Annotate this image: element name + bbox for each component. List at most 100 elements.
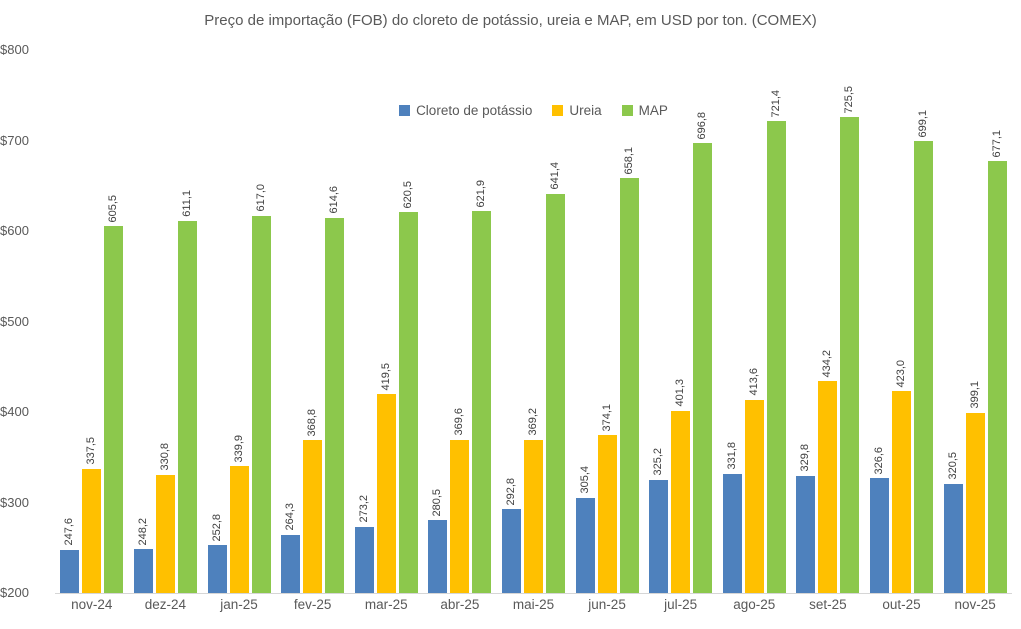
bar-value-label: 368,8 bbox=[306, 408, 319, 437]
bar-value-label: 614,6 bbox=[328, 186, 341, 214]
bar-cloreto-de-potássio-set-25 bbox=[796, 475, 816, 593]
bar-cell: 399,1 bbox=[965, 381, 985, 593]
bar-cell: 423,0 bbox=[892, 360, 911, 593]
bar-value-label: 423,0 bbox=[895, 359, 907, 388]
bar-cell: 620,5 bbox=[398, 181, 418, 593]
bar-ureia-jan-25 bbox=[229, 466, 249, 593]
bar-group-jun-25: 305,4 374,1 658,1 bbox=[570, 50, 644, 593]
bar-value-label: 326,6 bbox=[873, 446, 885, 475]
x-axis-label-ago-25: ago-25 bbox=[733, 597, 776, 612]
bar-map-fev-25 bbox=[325, 217, 345, 593]
bar-cell: 725,5 bbox=[840, 85, 860, 593]
x-axis-label-abr-25: abr-25 bbox=[440, 597, 480, 612]
bar-map-nov-25 bbox=[987, 161, 1007, 593]
bar-ureia-jun-25 bbox=[597, 435, 617, 593]
bar-value-label: 401,3 bbox=[674, 379, 687, 407]
bar-map-set-25 bbox=[840, 117, 860, 593]
bar-cell: 605,5 bbox=[104, 195, 124, 593]
bar-cell: 369,2 bbox=[523, 408, 543, 593]
y-axis-tick-label: $500 bbox=[0, 313, 29, 329]
bar-ureia-out-25 bbox=[892, 391, 911, 593]
x-axis-label-jan-25: jan-25 bbox=[220, 597, 258, 612]
y-axis-tick-label: $200 bbox=[0, 585, 29, 600]
bar-cell: 374,1 bbox=[597, 403, 617, 593]
x-axis-label-set-25: set-25 bbox=[809, 597, 847, 612]
bar-group-mai-25: 292,8 369,2 641,4 bbox=[497, 50, 571, 593]
bar-value-label: 374,1 bbox=[600, 403, 613, 432]
bar-value-label: 305,4 bbox=[578, 466, 591, 494]
bar-cell: 325,2 bbox=[649, 448, 669, 593]
bar-value-label: 339,9 bbox=[232, 434, 245, 463]
bar-group-jan-25: 252,8 339,9 617,0 bbox=[202, 50, 276, 593]
bar-ureia-abr-25 bbox=[450, 439, 470, 593]
bar-cell: 677,1 bbox=[987, 129, 1007, 593]
bar-map-mar-25 bbox=[398, 212, 418, 593]
bar-ureia-nov-24 bbox=[82, 468, 102, 593]
bar-cloreto-de-potássio-jan-25 bbox=[207, 545, 227, 593]
bar-cell: 614,6 bbox=[325, 186, 345, 593]
y-axis-tick-label: $800 bbox=[0, 42, 29, 57]
bar-value-label: 337,5 bbox=[85, 437, 98, 465]
bar-value-label: 331,8 bbox=[725, 442, 738, 470]
x-axis-label-dez-24: dez-24 bbox=[144, 597, 187, 612]
bar-cell: 617,0 bbox=[251, 184, 271, 593]
x-axis-label-mai-25: mai-25 bbox=[512, 597, 555, 612]
bar-cell: 401,3 bbox=[671, 379, 691, 593]
bar-cloreto-de-potássio-ago-25 bbox=[722, 473, 742, 593]
bar-cell: 339,9 bbox=[229, 434, 249, 593]
x-axis-label-fev-25: fev-25 bbox=[293, 597, 332, 612]
bar-value-label: 434,2 bbox=[821, 349, 834, 378]
x-axis: nov-24 dez-24 jan-25 fev-25 mar-25 abr-25 mai-… bbox=[55, 597, 1012, 612]
bar-group-jul-25: 325,2 401,3 696,8 bbox=[644, 50, 718, 593]
bar-ureia-ago-25 bbox=[744, 399, 764, 593]
bar-cell: 280,5 bbox=[428, 489, 448, 593]
bar-value-label: 369,6 bbox=[453, 407, 466, 436]
bar-cell: 305,4 bbox=[575, 466, 595, 593]
bar-value-label: 330,8 bbox=[158, 443, 171, 471]
bar-map-jan-25 bbox=[251, 215, 271, 593]
bar-cell: 434,2 bbox=[818, 349, 838, 593]
bar-value-label: 325,2 bbox=[652, 448, 665, 476]
bar-value-label: 725,5 bbox=[843, 85, 856, 114]
bar-value-label: 721,4 bbox=[769, 89, 782, 118]
bar-value-label: 419,5 bbox=[379, 362, 392, 391]
bar-group-nov-25: 320,5 399,1 677,1 bbox=[938, 50, 1012, 593]
bar-value-label: 399,1 bbox=[968, 381, 981, 409]
bar-cell: 331,8 bbox=[722, 442, 742, 593]
bar-cell: 721,4 bbox=[766, 89, 786, 593]
x-axis-label-out-25: out-25 bbox=[882, 597, 921, 612]
bar-group-abr-25: 280,5 369,6 621,9 bbox=[423, 50, 497, 593]
bar-group-out-25: 326,6 423,0 699,1 bbox=[865, 50, 939, 593]
bar-cell: 413,6 bbox=[744, 368, 764, 593]
bar-group-set-25: 329,8 434,2 725,5 bbox=[791, 50, 865, 593]
bar-cloreto-de-potássio-mai-25 bbox=[501, 509, 521, 593]
bar-value-label: 252,8 bbox=[210, 513, 223, 542]
bar-value-label: 699,1 bbox=[917, 109, 929, 138]
bar-value-label: 641,4 bbox=[548, 162, 561, 190]
plot-area: 247,6 337,5 605,5 248,2 330,8 611,1 252,8 339,9… bbox=[55, 50, 1012, 594]
bar-cell: 273,2 bbox=[354, 495, 374, 593]
bar-value-label: 621,9 bbox=[475, 179, 488, 208]
bar-cell: 292,8 bbox=[501, 477, 521, 593]
bar-cell: 419,5 bbox=[376, 362, 396, 593]
bar-cell: 621,9 bbox=[472, 179, 492, 593]
x-axis-label-jul-25: jul-25 bbox=[664, 597, 698, 612]
bar-cell: 369,6 bbox=[450, 407, 470, 593]
bar-cell: 641,4 bbox=[545, 162, 565, 593]
bar-group-fev-25: 264,3 368,8 614,6 bbox=[276, 50, 350, 593]
bar-value-label: 696,8 bbox=[696, 111, 709, 140]
bar-value-label: 320,5 bbox=[946, 452, 959, 480]
bar-ureia-nov-25 bbox=[965, 412, 985, 593]
bar-ureia-mai-25 bbox=[523, 439, 543, 593]
x-axis-label-nov-24: nov-24 bbox=[71, 597, 113, 612]
bar-value-label: 292,8 bbox=[504, 477, 517, 506]
bar-value-label: 248,2 bbox=[136, 517, 149, 546]
bar-map-jul-25 bbox=[693, 143, 713, 593]
bar-ureia-jul-25 bbox=[671, 410, 691, 593]
bar-value-label: 677,1 bbox=[990, 129, 1003, 158]
bar-cell: 264,3 bbox=[281, 503, 301, 593]
bar-value-label: 413,6 bbox=[747, 368, 760, 396]
bar-ureia-fev-25 bbox=[303, 440, 323, 593]
bar-map-mai-25 bbox=[545, 193, 565, 593]
